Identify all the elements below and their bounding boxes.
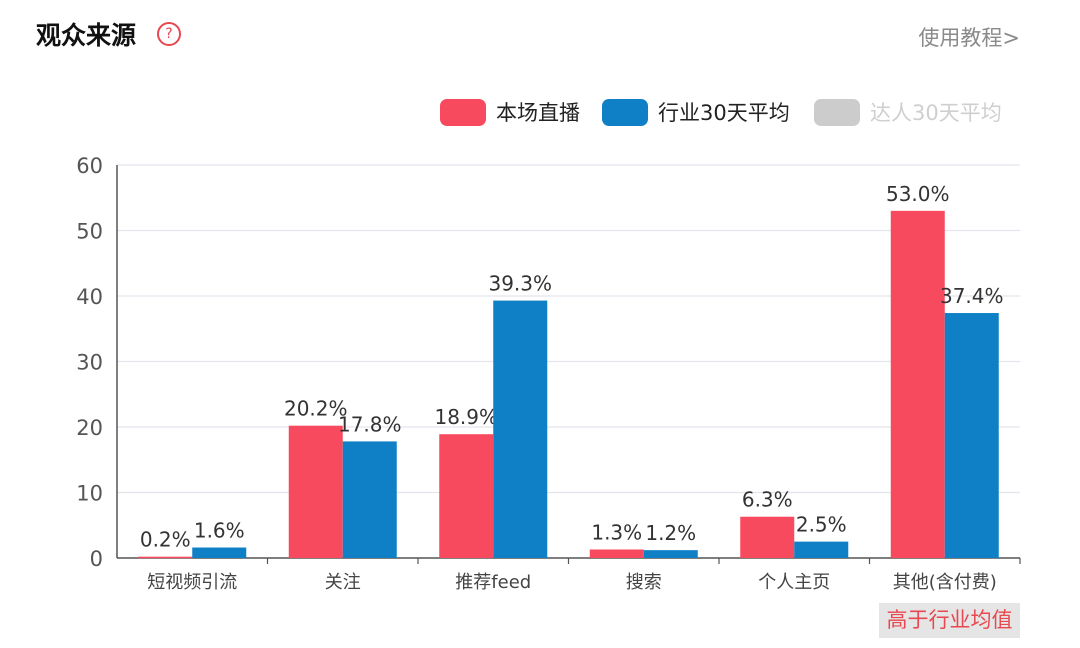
legend-swatch-industry (602, 98, 648, 126)
bar-live (589, 549, 644, 558)
data-label: 20.2% (284, 397, 348, 421)
legend-label-industry: 行业30天平均 (658, 101, 790, 125)
data-label: 2.5% (796, 513, 847, 537)
data-label: 53.0% (886, 182, 950, 206)
data-label: 37.4% (940, 284, 1004, 308)
legend-item-live[interactable]: 本场直播 (440, 98, 580, 126)
data-label: 39.3% (488, 272, 552, 296)
tutorial-link[interactable]: 使用教程> (918, 26, 1020, 50)
legend-label-influencer: 达人30天平均 (870, 101, 1002, 125)
legend-swatch-live (440, 98, 486, 126)
data-label: 0.2% (140, 528, 191, 552)
legend-label-live: 本场直播 (496, 101, 580, 125)
y-tick-label: 0 (90, 547, 103, 571)
y-tick-label: 60 (76, 154, 103, 178)
bar-live (740, 516, 795, 558)
data-label: 6.3% (742, 488, 793, 512)
bar-industry (643, 550, 698, 558)
x-tick-label: 关注 (325, 572, 361, 593)
bar-live (890, 210, 945, 558)
bar-live (439, 434, 494, 558)
data-label: 1.3% (591, 520, 642, 544)
data-label: 17.8% (338, 412, 402, 436)
y-tick-label: 20 (76, 416, 103, 440)
x-tick-label: 个人主页 (758, 572, 830, 593)
legend-swatch-influencer (814, 98, 860, 126)
x-tick-label: 短视频引流 (147, 572, 237, 593)
bar-industry (342, 441, 397, 558)
bar-industry (794, 541, 849, 558)
y-tick-label: 10 (76, 482, 103, 506)
question-circle-icon[interactable]: ? (157, 22, 181, 46)
above-industry-badge: 高于行业均值 (879, 603, 1020, 638)
data-label: 18.9% (434, 405, 498, 429)
x-tick-label: 其他(含付费) (893, 572, 997, 593)
legend-item-industry[interactable]: 行业30天平均 (602, 98, 790, 126)
y-tick-label: 30 (76, 351, 103, 375)
bar-live (288, 425, 343, 558)
y-tick-label: 50 (76, 220, 103, 244)
x-tick-label: 推荐feed (455, 572, 531, 593)
data-label: 1.6% (194, 519, 245, 543)
bar-live (138, 556, 193, 559)
bar-industry (192, 547, 247, 558)
bar-industry (493, 300, 548, 558)
data-label: 1.2% (645, 521, 696, 545)
bar-industry (944, 313, 999, 558)
y-tick-label: 40 (76, 285, 103, 309)
card-title: 观众来源 (36, 21, 137, 50)
x-tick-label: 搜索 (626, 572, 662, 593)
legend-item-influencer[interactable]: 达人30天平均 (814, 98, 1002, 126)
